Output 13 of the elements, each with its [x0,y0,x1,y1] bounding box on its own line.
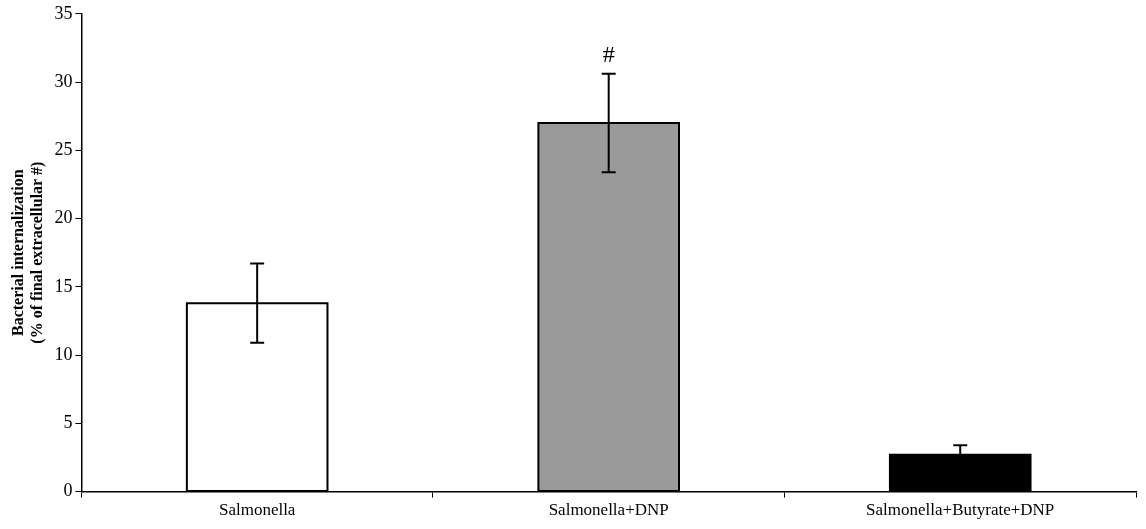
y-tick-label: 5 [63,412,73,433]
y-tick-label: 0 [63,480,73,501]
y-tick-label: 20 [54,207,73,228]
y-tick-label: 10 [54,343,73,364]
y-tick-label: 15 [54,275,73,296]
x-tick-label: Salmonella [218,500,296,520]
y-tick-label: 35 [54,2,73,23]
annotation: # [602,41,615,68]
x-tick-label: Salmonella+Butyrate+DNP [866,500,1055,520]
y-tick-label: 30 [54,70,73,91]
y-axis-title: Bacterial internalization (% of final extracellular #) [8,161,46,344]
y-tick-label: 25 [54,139,73,160]
x-tick-label: Salmonella+DNP [548,500,669,520]
